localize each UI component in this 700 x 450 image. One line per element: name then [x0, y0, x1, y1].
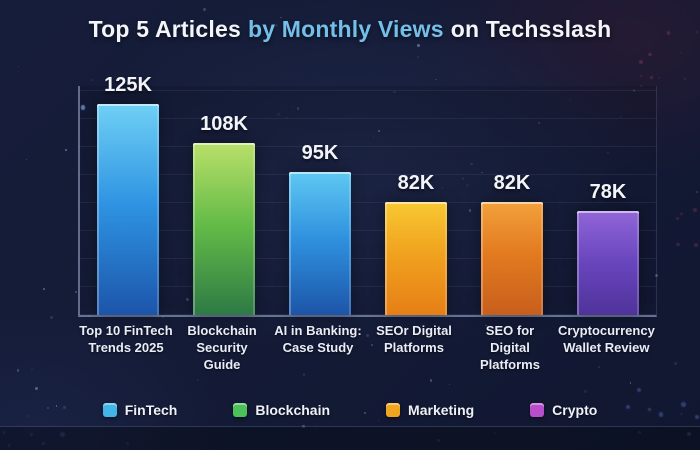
decor-star-dot	[65, 149, 67, 151]
decor-star-dot	[196, 378, 199, 381]
decor-cluster-dot	[679, 51, 682, 54]
bar-slot-1: 125K	[80, 74, 176, 315]
legend-swatch-fintech	[102, 403, 117, 417]
decor-cluster-dot	[648, 53, 652, 57]
decor-cluster-dot	[680, 212, 683, 216]
decor-star-dot	[657, 76, 661, 80]
chart-bar-4	[385, 202, 447, 315]
decor-star-dot	[674, 362, 677, 365]
legend-label-fintech: FinTech	[124, 402, 178, 418]
x-label-slot-2: Blockchain Security Guide	[174, 323, 270, 374]
bar-slot-6: 78K	[560, 86, 656, 315]
bar-value-label-3: 95K	[301, 142, 339, 164]
decor-star-dot	[107, 421, 109, 423]
bar-slot-5: 82K	[464, 86, 560, 315]
decor-cluster-dot	[636, 387, 641, 393]
decor-star-dot	[584, 390, 587, 393]
decor-cluster-dot	[694, 243, 699, 247]
decor-star-dot	[50, 315, 54, 319]
bar-category-label-6: Cryptocurrency Wallet Review	[558, 323, 655, 355]
decor-star-dot	[31, 368, 33, 370]
chart-bar-6	[577, 211, 639, 315]
legend-label-marketing: Marketing	[408, 402, 475, 418]
decor-cluster-dot	[650, 76, 653, 79]
title-part-3: on Techsslash	[450, 16, 612, 42]
bar-value-label-5: 82K	[493, 172, 531, 194]
decor-star-dot	[377, 419, 380, 422]
x-label-slot-1: Top 10 FinTech Trends 2025	[78, 323, 174, 374]
x-label-slot-6: Cryptocurrency Wallet Review	[558, 323, 655, 374]
legend-item-blockchain: Blockchain	[233, 402, 330, 418]
decor-star-dot	[302, 373, 306, 376]
decor-star-dot	[629, 382, 631, 384]
legend-item-fintech: FinTech	[102, 402, 178, 418]
chart-bar-5	[481, 202, 543, 315]
x-label-slot-5: SEO for Digital Platforms	[462, 323, 558, 374]
bar-slot-4: 82K	[368, 86, 464, 315]
chart-bar-1	[97, 104, 159, 315]
legend-item-marketing: Marketing	[386, 402, 474, 418]
bar-value-label-4: 82K	[397, 172, 435, 194]
legend-label-crypto: Crypto	[552, 402, 598, 418]
chart-legend: FinTech Blockchain Marketing Crypto	[0, 402, 700, 418]
bar-value-label-6: 78K	[589, 181, 627, 203]
decor-star-dot	[16, 369, 20, 372]
decor-star-dot	[435, 78, 437, 81]
legend-swatch-blockchain	[233, 403, 248, 417]
decor-cluster-dot	[675, 216, 680, 220]
decor-star-dot	[18, 66, 20, 68]
decor-star-dot	[429, 379, 433, 382]
decor-cluster-dot	[639, 74, 642, 77]
decor-star-dot	[202, 7, 206, 11]
bar-chart-plot-area: 125K 108K 95K 82K 82K 78K	[78, 74, 657, 317]
x-label-slot-4: SEOr Digital Platforms	[366, 323, 462, 374]
chart-bar-3	[289, 172, 351, 315]
x-axis-labels: Top 10 FinTech Trends 2025 Blockchain Sec…	[78, 323, 655, 374]
bar-slot-2: 108K	[176, 86, 272, 315]
x-label-slot-3: AI in Banking: Case Study	[270, 323, 366, 374]
title-part-1: Top 5 Articles	[88, 16, 241, 42]
decor-star-dot	[74, 291, 77, 294]
decor-star-dot	[25, 159, 27, 161]
legend-swatch-marketing	[386, 403, 401, 417]
decor-star-dot	[417, 44, 420, 48]
legend-swatch-crypto	[530, 403, 545, 417]
title-part-accent: by Monthly Views	[247, 16, 444, 42]
decor-star-dot	[42, 287, 45, 291]
bar-value-label-2: 108K	[200, 113, 248, 135]
page-title: Top 5 Articles by Monthly Views on Techs…	[0, 16, 700, 43]
decor-star-dot	[696, 190, 699, 193]
chart-bar-2	[193, 143, 255, 315]
legend-label-blockchain: Blockchain	[255, 402, 331, 418]
decor-cluster-dot	[683, 11, 686, 14]
decor-cluster-dot	[676, 242, 681, 247]
decor-cluster-dot	[692, 207, 697, 212]
legend-item-crypto: Crypto	[530, 402, 597, 418]
bar-category-label-3: AI in Banking: Case Study	[274, 323, 362, 355]
bar-category-label-2: Blockchain Security Guide	[187, 323, 257, 372]
bar-slot-3: 95K	[272, 86, 368, 315]
decor-star-dot	[416, 56, 419, 59]
decor-cluster-dot	[684, 77, 686, 80]
bar-category-label-1: Top 10 FinTech Trends 2025	[79, 323, 173, 355]
decor-star-dot	[448, 383, 451, 385]
bar-category-label-5: SEO for Digital Platforms	[480, 323, 540, 372]
bar-category-label-4: SEOr Digital Platforms	[376, 323, 452, 355]
decor-cluster-dot	[639, 59, 644, 65]
decor-star-dot	[35, 387, 38, 391]
bar-value-label-1: 125K	[104, 74, 152, 96]
footer-divider	[0, 426, 700, 450]
